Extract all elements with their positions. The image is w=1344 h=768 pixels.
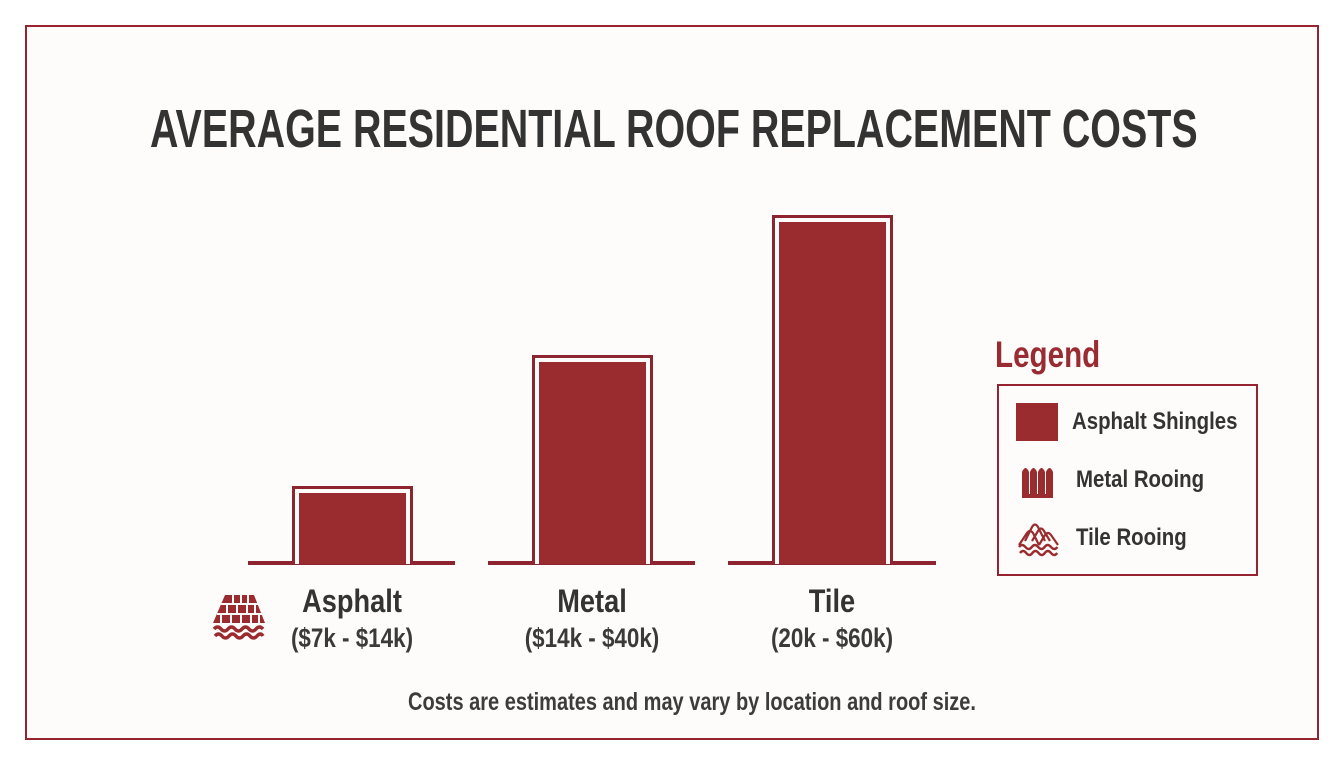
legend-item-label: Metal Rooing	[1076, 466, 1205, 493]
bar-tile	[772, 215, 893, 564]
footnote: Costs are estimates and may vary by loca…	[408, 688, 976, 716]
page-title: AVERAGE RESIDENTIAL ROOF REPLACEMENT COS…	[150, 99, 1198, 159]
category-metal-range: ($14k - $40k)	[524, 623, 660, 653]
bar-metal-fill	[539, 362, 646, 564]
metal-roofing-icon	[1022, 468, 1053, 498]
category-asphalt-range: ($7k - $14k)	[290, 623, 414, 653]
legend-item-asphalt-shingles: Asphalt Shingles	[1016, 400, 1256, 444]
legend-item-label: Asphalt Shingles	[1072, 408, 1238, 435]
legend-title: Legend	[995, 334, 1101, 375]
category-asphalt-label: Asphalt	[302, 583, 402, 619]
category-asphalt: Asphalt ($7k - $14k)	[232, 583, 472, 654]
category-tile: Tile (20k - $60k)	[712, 583, 952, 654]
tile-roofing-icon	[1018, 523, 1059, 557]
legend-item-label: Tile Rooing	[1076, 524, 1187, 551]
category-metal: Metal ($14k - $40k)	[472, 583, 712, 654]
legend-box: Asphalt Shingles Metal Rooing Til	[997, 384, 1258, 576]
category-tile-range: (20k - $60k)	[770, 623, 894, 653]
bar-asphalt	[292, 486, 413, 564]
legend-item-metal-roofing: Metal Rooing	[1016, 458, 1256, 502]
legend-item-tile-roofing: Tile Rooing	[1016, 516, 1256, 560]
bar-metal	[532, 355, 653, 564]
category-metal-label: Metal	[557, 583, 627, 619]
bar-tile-fill	[779, 222, 886, 564]
bar-asphalt-fill	[299, 493, 406, 564]
category-tile-label: Tile	[808, 583, 856, 619]
asphalt-swatch-icon	[1016, 403, 1058, 441]
shingle-roof-icon	[212, 595, 265, 640]
